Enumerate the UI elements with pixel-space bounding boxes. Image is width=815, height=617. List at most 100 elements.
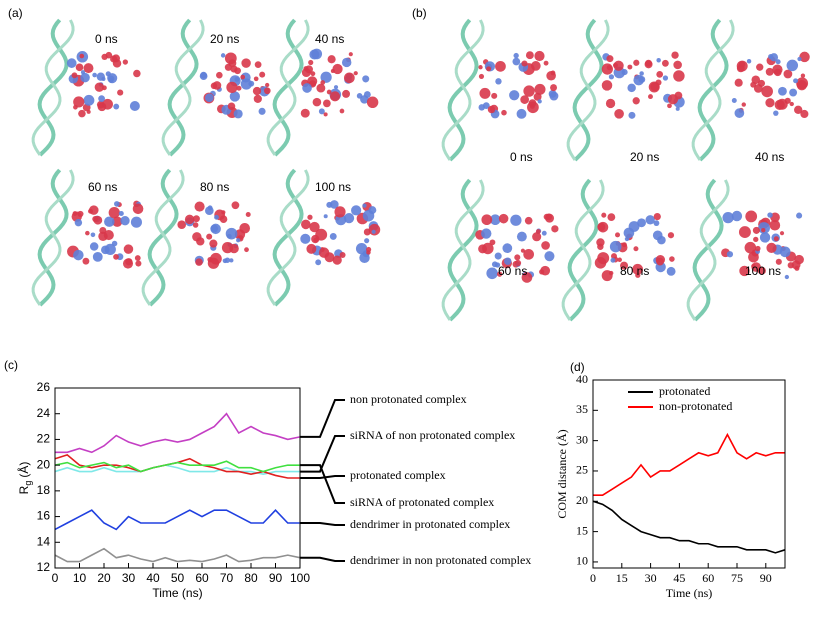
atom [133,69,141,78]
atom [113,253,119,260]
atom [748,251,759,263]
atom [332,63,343,75]
atom [351,205,362,216]
atom [219,215,228,223]
atom [253,94,262,104]
atom [491,261,498,268]
atom [123,244,134,254]
atom [85,230,90,236]
x-tick-label: 60 [702,571,714,585]
atom [753,236,759,243]
atom [320,71,332,83]
atom [309,49,320,60]
atom [307,214,313,220]
atom [96,72,105,81]
atom [494,252,502,260]
atom [734,78,743,87]
helix-strand [37,168,69,307]
helix-strand [266,19,310,156]
plot-frame [592,379,786,569]
series-annotation: siRNA of protonated complex [350,495,494,509]
atom [214,214,219,220]
atom [745,210,758,223]
atom [757,79,766,87]
atom [120,216,130,226]
atom [241,58,251,68]
atom [481,214,493,226]
atom [102,98,113,110]
atom [130,216,142,228]
y-tick-label: 14 [37,534,51,548]
atom [478,65,483,70]
atom [323,112,328,117]
atom [195,258,203,266]
atom [368,223,381,236]
series-line [54,464,300,475]
series-line [54,547,301,563]
y-tick-label: 35 [576,402,588,416]
atom [366,96,379,108]
atom [93,215,103,225]
atom [513,52,519,59]
atom [90,232,96,238]
atom [355,242,368,255]
atom [761,227,766,233]
atom [83,94,95,106]
atom [302,83,312,93]
atom [222,258,228,264]
leader-line [300,464,345,504]
y-label-unit: (Å) [16,462,31,478]
atom [620,261,629,270]
atom [192,232,202,242]
atom [134,255,141,261]
atom [125,258,133,266]
atom [110,55,118,63]
atom [741,102,746,107]
atom [530,61,541,71]
atom [666,266,676,276]
atom [509,90,520,101]
time-label: 80 ns [200,180,229,194]
series-line [593,432,785,497]
atom [738,226,751,239]
atom [667,103,672,109]
leader-line [300,435,345,473]
atom [778,86,787,96]
helix-strand [272,168,304,307]
atom [209,239,218,248]
atom [486,66,492,72]
atom [601,212,607,218]
atom [766,242,777,253]
atom [739,265,750,277]
atom [609,240,622,253]
helix-strand [447,178,479,322]
y-label-sub: g [23,481,33,486]
atom [606,55,614,63]
atom [597,222,606,231]
atom [791,260,801,270]
helix-strand [266,169,310,306]
atom [309,221,320,233]
atom [758,222,770,234]
atom [339,108,345,114]
atom [228,59,237,68]
time-label: 40 ns [315,32,344,46]
atom [220,53,226,58]
atom [639,71,644,76]
atom [359,252,370,263]
atom [543,60,549,66]
atom [601,63,614,75]
atom [524,216,533,225]
atom [621,69,628,76]
atom [746,59,752,64]
x-tick-label: 20 [97,571,111,585]
atom [786,59,799,72]
atom [332,255,342,265]
atom [669,256,675,262]
x-tick-label: 60 [195,571,209,585]
helix-strand [141,169,185,306]
atom [207,205,213,211]
atom [316,83,326,93]
atom [225,227,238,240]
